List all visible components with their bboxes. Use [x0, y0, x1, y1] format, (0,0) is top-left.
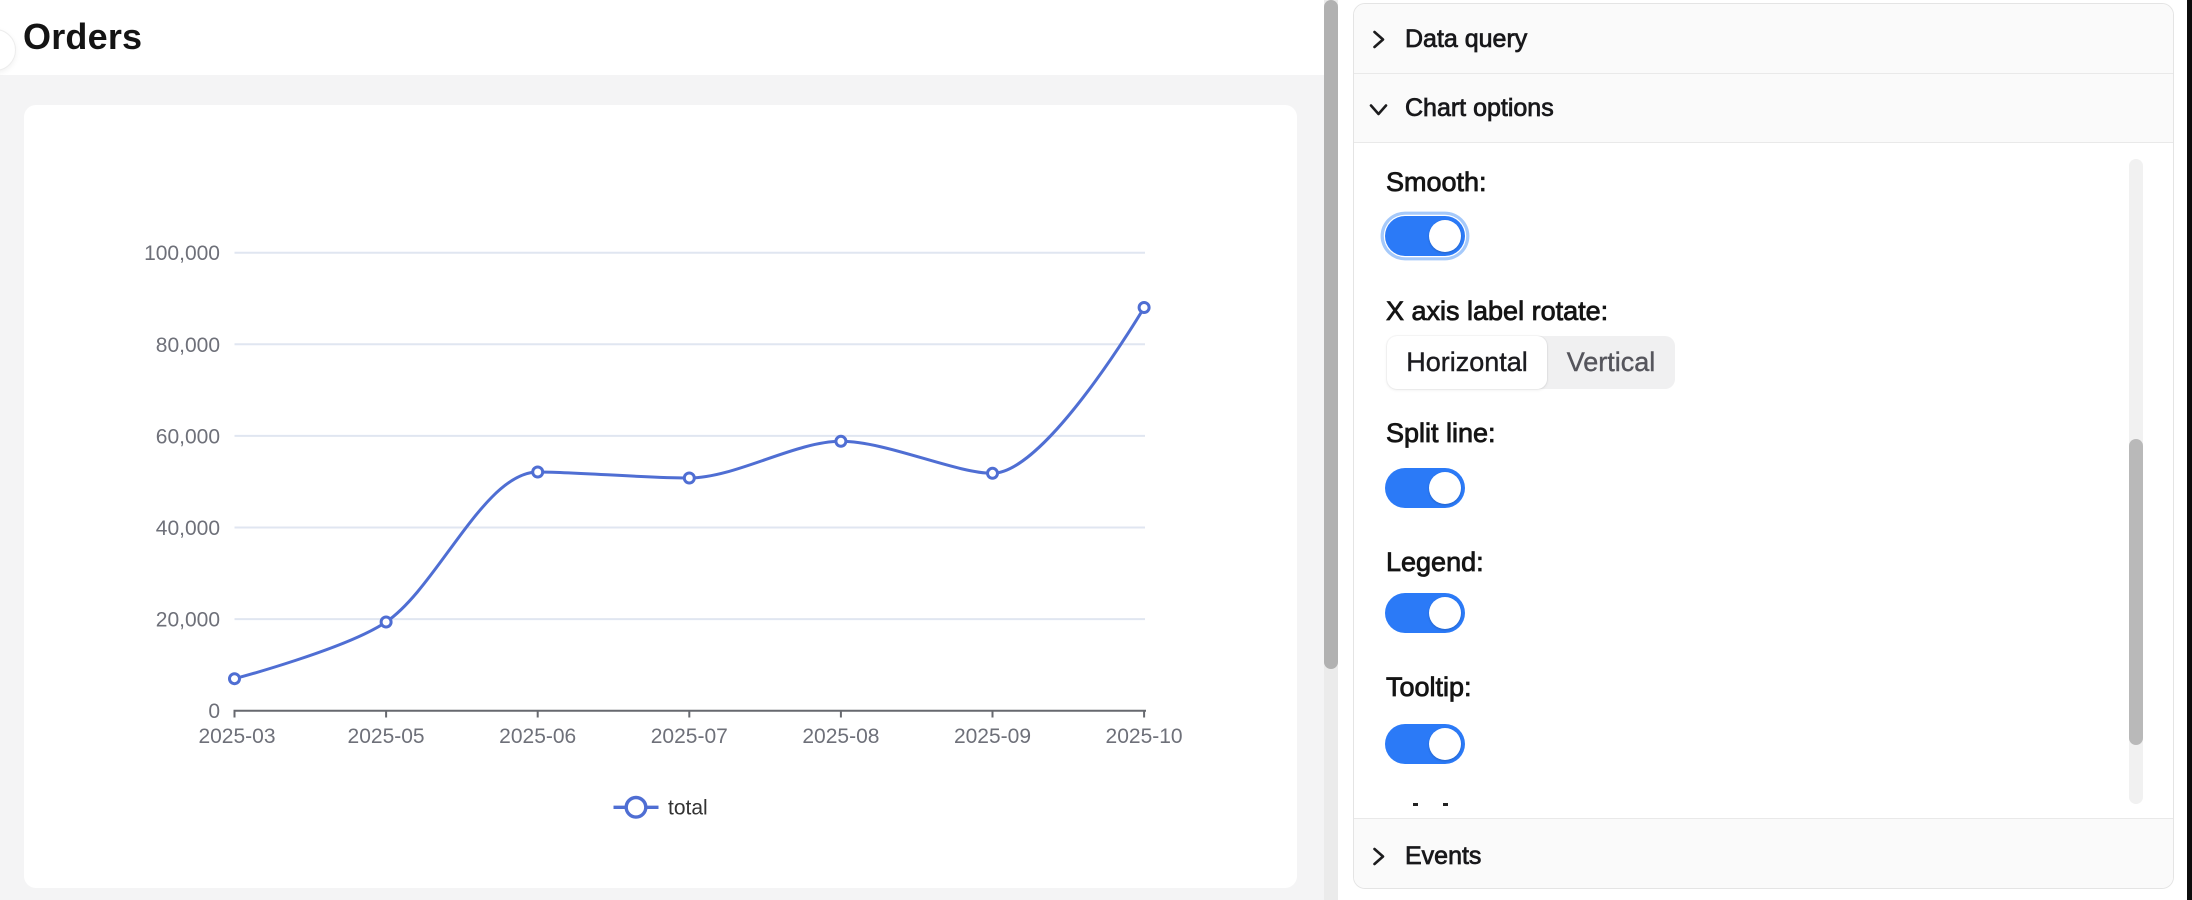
- svg-text:80,000: 80,000: [156, 334, 220, 357]
- svg-text:total: total: [668, 797, 708, 820]
- svg-text:2025-09: 2025-09: [954, 725, 1031, 748]
- svg-text:2025-10: 2025-10: [1106, 725, 1183, 748]
- svg-text:2025-08: 2025-08: [802, 725, 879, 748]
- svg-text:2025-06: 2025-06: [499, 725, 576, 748]
- svg-text:2025-05: 2025-05: [348, 725, 425, 748]
- svg-text:40,000: 40,000: [156, 517, 220, 540]
- svg-text:100,000: 100,000: [144, 242, 220, 265]
- svg-text:2025-07: 2025-07: [651, 725, 728, 748]
- svg-text:60,000: 60,000: [156, 425, 220, 448]
- svg-text:0: 0: [208, 700, 220, 723]
- svg-text:2025-03: 2025-03: [198, 725, 275, 748]
- svg-text:20,000: 20,000: [156, 609, 220, 632]
